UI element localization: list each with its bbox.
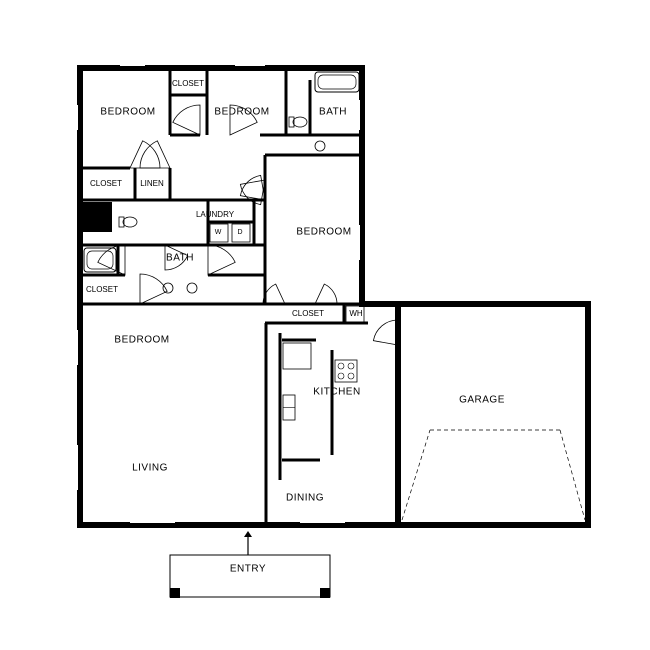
label-w: W	[215, 229, 222, 236]
label-closet-bl: CLOSET	[86, 285, 118, 294]
label-d: D	[237, 229, 242, 236]
door-swing	[208, 245, 235, 275]
label-closet-mr: CLOSET	[292, 309, 324, 318]
toilet	[123, 217, 137, 227]
label-living: LIVING	[132, 463, 168, 474]
label-bath-ml: BATH	[166, 253, 194, 264]
appliance	[283, 343, 311, 369]
label-entry: ENTRY	[230, 564, 266, 575]
label-bedroom-mr: BEDROOM	[296, 227, 351, 238]
stove	[335, 360, 357, 382]
label-bedroom-bl: BEDROOM	[114, 335, 169, 346]
floor-plan: BEDROOM BEDROOM BATH CLOSET CLOSET LINEN LAUND…	[0, 0, 650, 650]
sink	[163, 283, 173, 293]
door-swing	[130, 141, 160, 168]
label-laundry: LAUNDRY	[196, 210, 235, 219]
label-closet-tl: CLOSET	[172, 79, 204, 88]
label-garage: GARAGE	[459, 395, 505, 406]
toilet	[293, 117, 307, 127]
label-bedroom-tl: BEDROOM	[100, 107, 155, 118]
shower	[82, 202, 112, 232]
entry-post	[170, 588, 180, 598]
entry-post	[320, 588, 330, 598]
door-swing	[240, 175, 265, 200]
label-closet-ml: CLOSET	[90, 179, 122, 188]
label-dining: DINING	[286, 493, 324, 504]
garage-line	[402, 430, 430, 520]
label-kitchen: KITCHEN	[313, 387, 360, 398]
sink	[187, 283, 197, 293]
sink	[315, 141, 325, 151]
entry-patio	[170, 555, 330, 597]
label-linen: LINEN	[140, 179, 164, 188]
label-wh: WH	[349, 309, 363, 318]
door-swing	[173, 105, 200, 135]
door-swing	[98, 245, 125, 275]
label-bedroom-tc: BEDROOM	[214, 107, 269, 118]
door-swing	[373, 320, 398, 345]
door-swing	[315, 284, 337, 304]
door-swing	[140, 141, 170, 168]
label-bath-tr: BATH	[319, 107, 347, 118]
